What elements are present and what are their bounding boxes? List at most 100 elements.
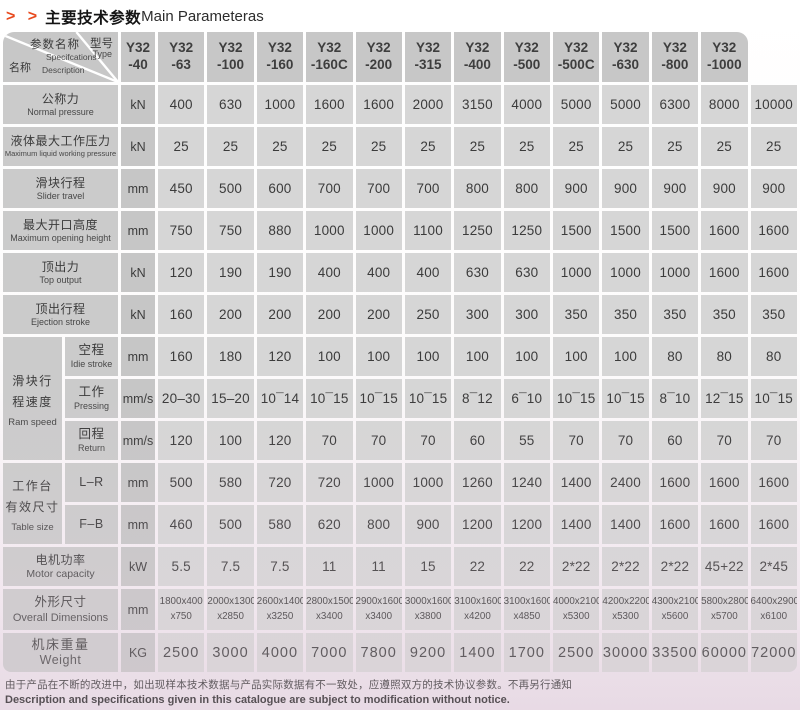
model-suffix: -160C [310,57,348,72]
value-cell: 100 [207,421,254,460]
value-cell: 750 [158,211,205,250]
unit-cell: mm/s [121,379,155,418]
table-row: 电机功率 Motor capacity kW 5.5 7.5 7.5 11 11 15 22 22 2… [3,547,797,586]
model-header-cell: Y32 -40 [121,32,155,82]
param-label-en: Weight [39,653,82,668]
value-cell: 25 [553,127,600,166]
dimension-line1: 6400x2900 [750,596,798,608]
value-cell: 1400 [602,505,649,544]
unit-cell: mm [121,211,155,250]
value-cell: 1600 [750,211,797,250]
param-label-cn: 电机功率 [35,552,86,567]
page-title-cn: 主要技术参数 [45,9,142,27]
sub-param-cell: F–B [65,505,118,544]
sub-label-en: Return [77,442,105,453]
model-series: Y32 [267,40,292,56]
value-cell: 70 [553,421,600,460]
value-cell: 10000 [750,85,797,124]
footer-note-en: Description and specifications given in … [5,693,510,706]
value-cell: 630 [207,85,254,124]
value-cell: 6300 [651,85,699,124]
value-cell: 8¯12 [454,379,501,418]
value-cell: 25 [701,127,748,166]
table-row: 工作 Pressing mm/s 20–30 15–20 10¯14 10¯15 10¯15 1… [3,379,797,418]
model-series: Y32 [465,40,490,56]
value-cell: 25 [306,127,353,166]
value-cell: 22 [503,547,550,586]
value-cell: 100 [454,337,501,376]
model-suffix: -800 [661,57,689,72]
diagonal-header-cell: 参数名称 Specifcations 型号 Type 名称 Descriptio… [3,32,118,82]
model-series: Y32 [366,40,391,56]
value-cell: 5.5 [158,547,205,586]
param-label-cn: 最大开口高度 [22,217,98,232]
value-cell: 33500 [651,633,699,672]
value-cell: 100 [602,337,649,376]
value-cell: 630 [503,253,550,292]
value-cell: 30000 [602,633,649,672]
footer-note-cn: 由于产品在不断的改进中，如出现样本技术数据与产品实际数据有不一致处，应遵照双方的… [5,679,573,691]
value-cell: 1000 [602,253,649,292]
value-cell: 70 [750,421,797,460]
value-cell: 25 [503,127,550,166]
value-cell: 3000x1600 x3800 [404,589,452,630]
value-cell: 880 [256,211,304,250]
value-cell: 1500 [602,211,649,250]
value-cell: 1600 [701,505,748,544]
value-cell: 1500 [651,211,699,250]
value-cell: 70 [355,421,402,460]
value-cell: 100 [503,337,550,376]
dimension-line1: 1800x400 [159,596,203,608]
value-cell: 900 [750,169,797,208]
value-cell: 400 [306,253,353,292]
model-header-cell: Y32 -800 [651,32,699,82]
param-label-en: Slider travel [36,190,85,201]
dimension-line2: x5600 [661,610,689,622]
value-cell: 1000 [355,463,402,502]
unit-cell: kN [121,295,155,334]
sub-label-en: Pressing [73,400,109,411]
value-cell: 900 [404,505,452,544]
sub-label-cn: L–R [79,474,104,489]
value-cell: 80 [701,337,748,376]
model-header-cell: Y32 -630 [602,32,649,82]
value-cell: 350 [651,295,699,334]
spec-table: 参数名称 Specifcations 型号 Type 名称 Descriptio… [0,29,800,675]
model-series: Y32 [317,40,342,56]
value-cell: 750 [207,211,254,250]
value-cell: 60000 [701,633,748,672]
value-cell: 800 [454,169,501,208]
value-cell: 1500 [553,211,600,250]
value-cell: 1400 [553,463,600,502]
group-label-en: Table size [11,521,54,533]
model-series: Y32 [662,40,687,56]
group-label-cn: 程速度 [12,395,53,409]
dimension-line2: x4200 [464,610,491,622]
value-cell: 80 [750,337,797,376]
value-cell: 1100 [404,211,452,250]
param-cell: 顶出行程 Ejection stroke [3,295,118,334]
model-series: Y32 [125,40,151,56]
value-cell: 620 [306,505,353,544]
model-header-cell: Y32 -315 [404,32,452,82]
value-cell: 200 [256,295,304,334]
value-cell: 70 [701,421,748,460]
value-cell: 700 [355,169,402,208]
value-cell: 2000x1300 x2850 [207,589,254,630]
group-label-cn: 工作台 [12,479,53,494]
value-cell: 5000 [553,85,600,124]
dimension-line2: x3400 [365,610,393,622]
value-cell: 2400 [602,463,649,502]
dimension-line1: 2900x1600 [355,596,402,608]
value-cell: 1250 [503,211,550,250]
group-label-cn: 有效尺寸 [5,500,60,514]
value-cell: 25 [207,127,254,166]
sub-label-cn: 工作 [78,385,105,400]
value-cell: 1600 [750,463,797,502]
value-cell: 1600 [701,211,748,250]
value-cell: 1600 [701,253,748,292]
dimension-line2: x3250 [266,610,294,622]
table-row: 滑块行 程速度 Ram speed 空程 Idie stroke mm 160 180 120 1… [3,337,797,460]
param-cell: 滑块行程 Slider travel [3,169,118,208]
